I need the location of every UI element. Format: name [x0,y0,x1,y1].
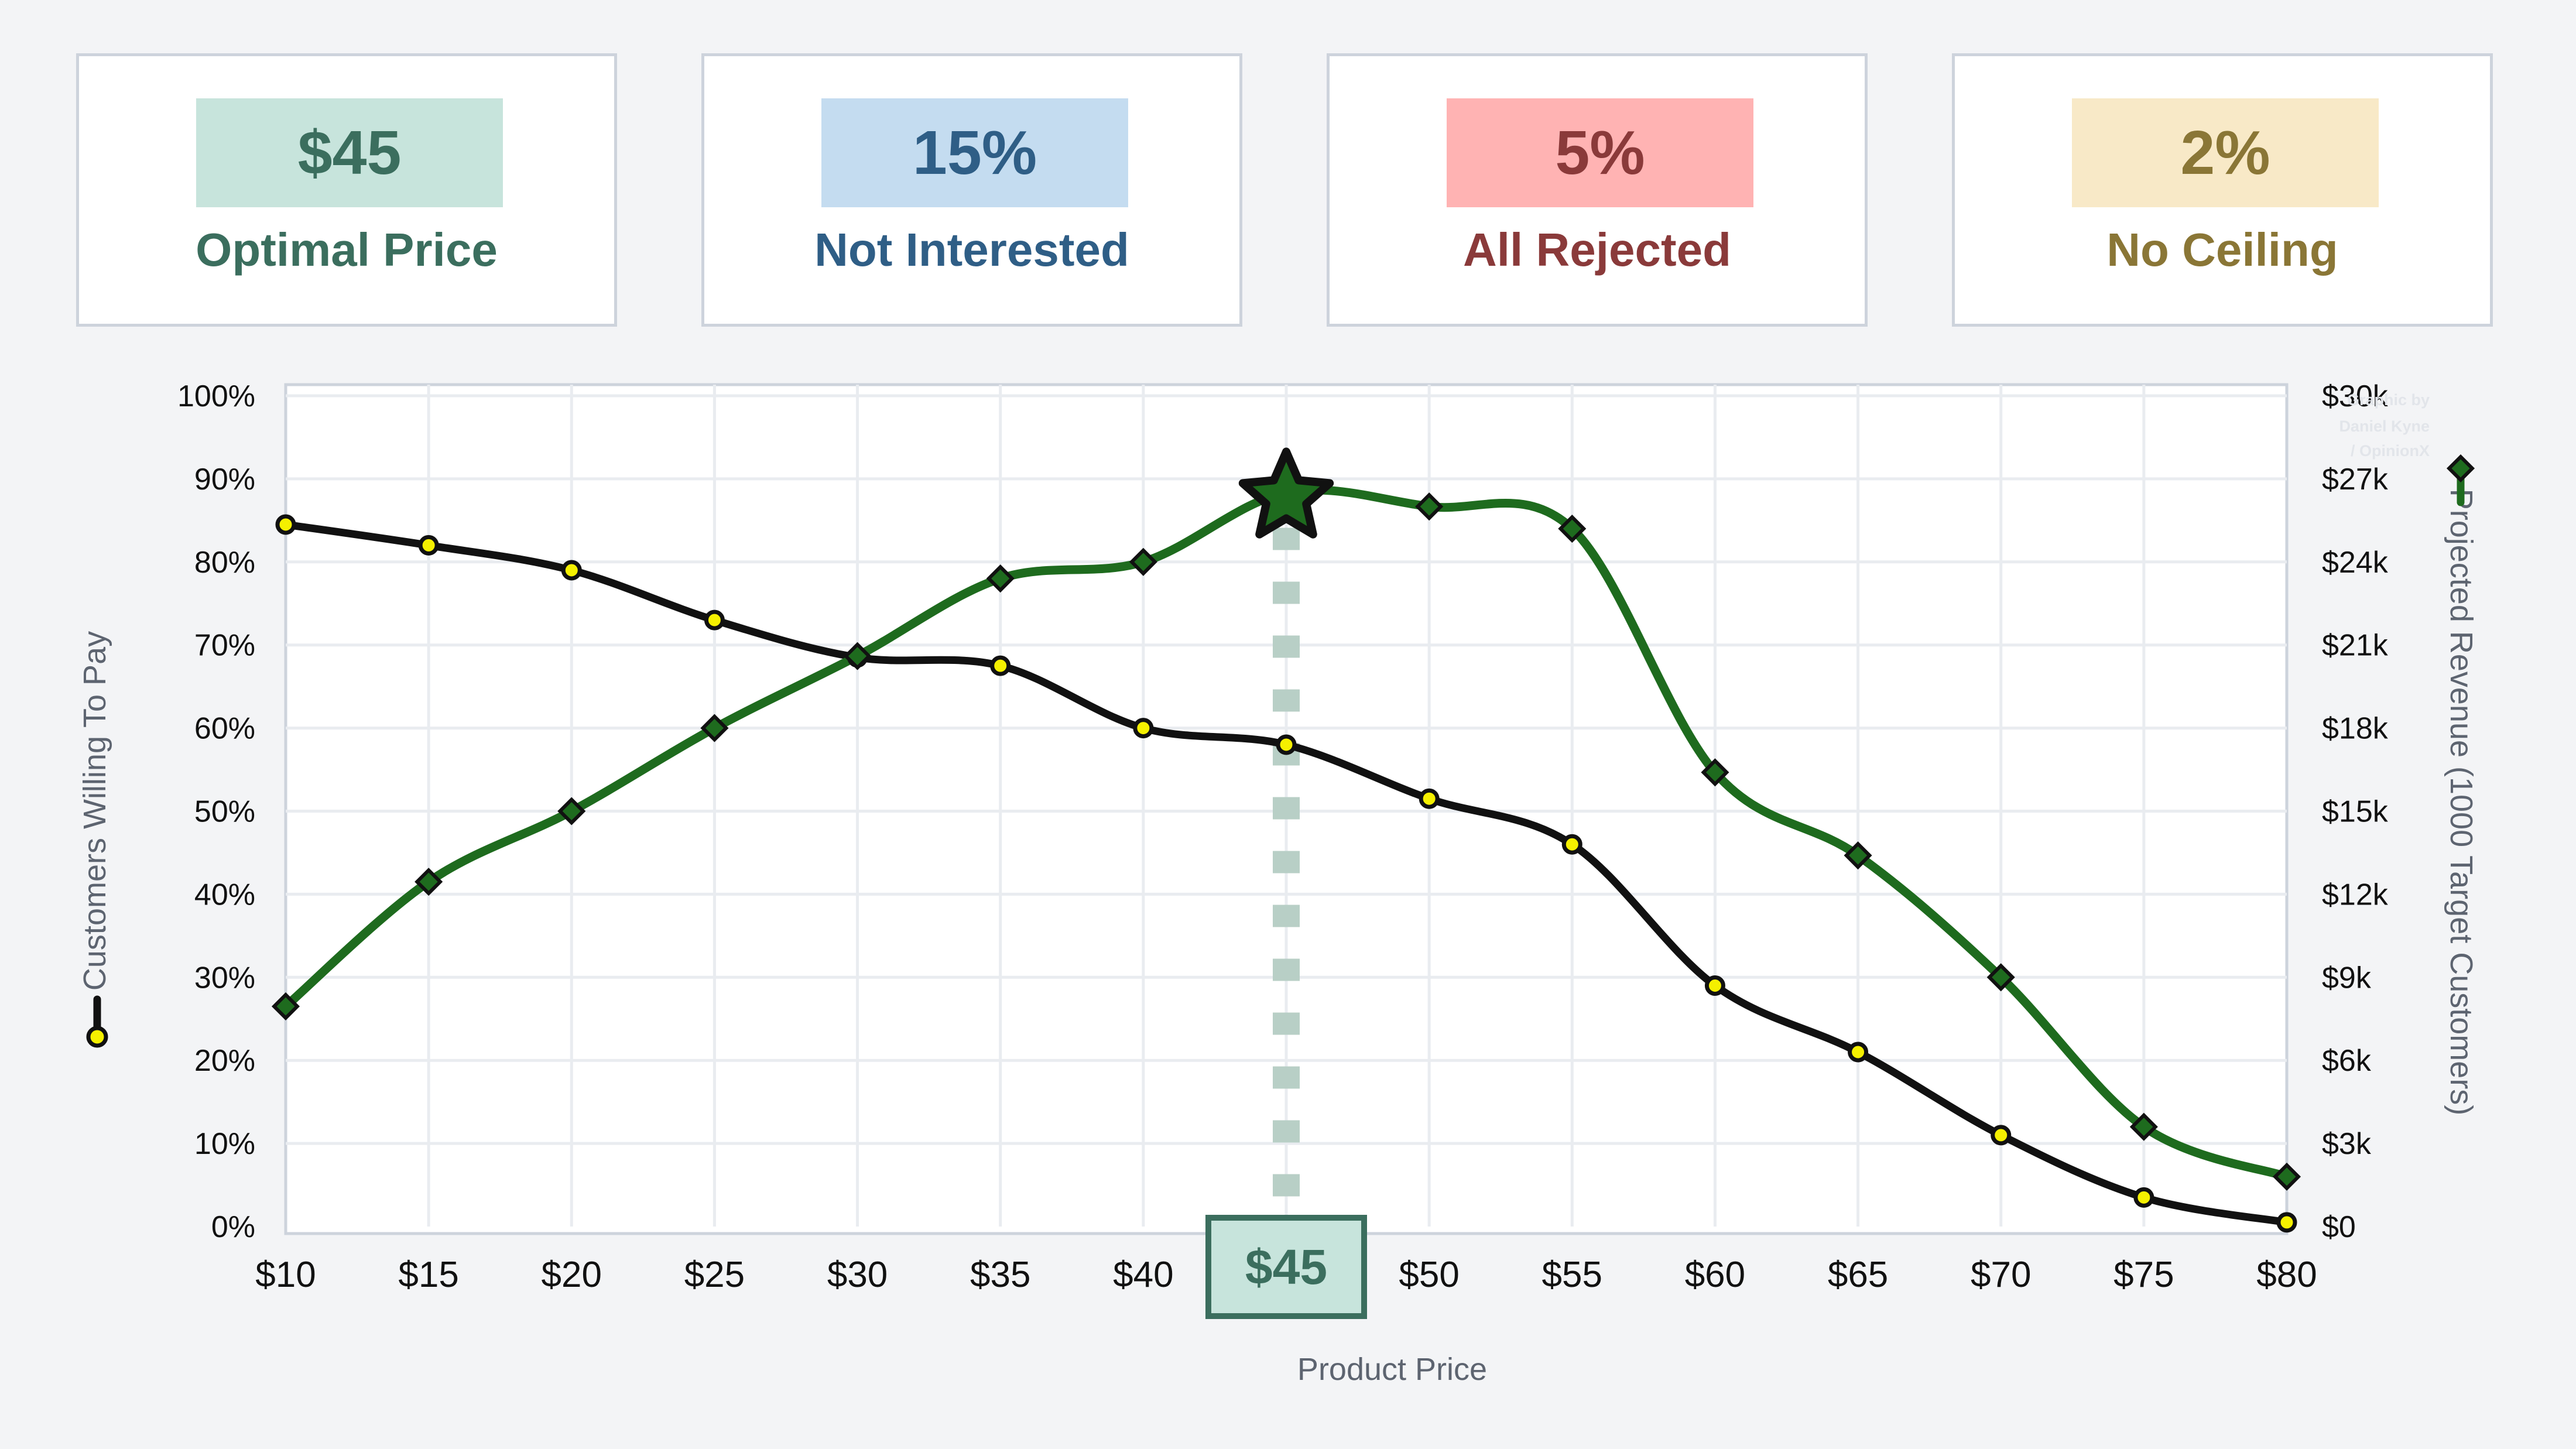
series-layer [271,447,2301,1233]
kpi-label: Optimal Price [196,224,498,276]
revenue-point [843,642,872,670]
optimal-price-marker: $45 [1205,527,1367,1319]
left-tick-label: 100% [177,379,255,413]
left-tick-label: 0% [211,1210,255,1244]
kpi-card-optimal-price: $45 Optimal Price [76,53,617,327]
right-tick-label: $9k [2322,961,2372,995]
kpi-value-box: 15% [821,98,1128,207]
kpi-label: All Rejected [1463,224,1731,276]
revenue-point [1415,492,1444,521]
revenue-point [1986,963,2015,992]
customers-point [704,609,725,631]
x-tick-label: $40 [1113,1255,1173,1295]
customers-point [2276,1212,2297,1233]
left-tick-label: 30% [194,961,255,995]
x-tick-label: $70 [1971,1255,2031,1295]
kpi-value-box: 5% [1447,98,1753,207]
left-tick-label: 80% [194,546,255,580]
revenue-point [1558,514,1587,543]
customers-point [1419,788,1440,809]
right-tick-label: $0 [2322,1210,2356,1244]
x-axis: $10 $15 $20 $25 $30 $35 $40 $50 $55 $60 $65 $70 $75 $… [255,1255,2317,1295]
revenue-point [1129,547,1157,576]
right-tick-label: $21k [2322,629,2389,663]
kpi-value: 2% [2180,118,2270,187]
right-tick-label: $6k [2322,1044,2372,1078]
customers-point [275,514,296,535]
kpi-value-box: $45 [196,98,503,207]
right-tick-label: $3k [2322,1127,2372,1161]
revenue-point [986,564,1015,593]
right-tick-label: $12k [2322,878,2389,912]
revenue-point [415,868,443,896]
x-tick-label: $65 [1828,1255,1888,1295]
left-tick-label: 90% [194,463,255,496]
customers-point [561,560,582,581]
kpi-card-no-ceiling: 2% No Ceiling [1952,53,2493,327]
right-axis-title: Projected Revenue (1000 Target Customers… [2444,489,2479,1116]
series-line-customers [285,520,2288,1227]
optimal-price-label: $45 [1245,1239,1327,1294]
kpi-value: 5% [1555,118,1645,187]
x-tick-label: $60 [1685,1255,1745,1295]
right-tick-label: $18k [2322,712,2389,746]
optimal-price-box [1205,1215,1367,1319]
x-tick-label: $80 [2256,1255,2317,1295]
kpi-label: Not Interested [814,224,1129,276]
revenue-point [1844,841,1872,870]
customers-point [418,535,439,556]
right-axis: $0 $3k $6k $9k $12k $15k $18k $21k $24k $27k $30k [2322,379,2389,1244]
kpi-card-all-rejected: 5% All Rejected [1327,53,1868,327]
x-tick-label: $10 [255,1255,316,1295]
left-tick-label: 40% [194,878,255,912]
customers-point [1133,718,1154,739]
left-tick-label: 10% [194,1127,255,1161]
revenue-point [1701,758,1729,787]
x-axis-title: Product Price [1297,1352,1487,1387]
right-tick-label: $24k [2322,546,2389,580]
left-tick-label: 60% [194,712,255,746]
kpi-value: 15% [912,118,1037,187]
kpi-value: $45 [297,118,402,187]
customers-point [2133,1187,2154,1208]
revenue-point [2272,1162,2301,1191]
x-tick-label: $50 [1399,1255,1459,1295]
right-tick-label: $15k [2322,795,2389,829]
left-axis: 0% 10% 20% 30% 40% 50% 60% 70% 80% 90% 100% [177,379,255,1244]
revenue-point [2129,1112,2158,1141]
right-legend-key [2446,454,2475,506]
kpi-card-not-interested: 15% Not Interested [701,53,1242,327]
left-tick-label: 20% [194,1044,255,1078]
x-tick-label: $15 [398,1255,458,1295]
customers-point [1561,834,1582,855]
x-tick-label: $55 [1542,1255,1602,1295]
annotation-line: Graphic by [2347,391,2430,409]
left-axis-title: Customers Willing To Pay [77,631,112,991]
customers-point [990,655,1011,676]
revenue-point [557,797,586,825]
x-tick-label: $25 [684,1255,745,1295]
customers-point [1848,1042,1869,1063]
right-tick-label: $30k [2322,379,2389,413]
customers-point [1276,734,1297,755]
annotation-line: Daniel Kyne [2339,417,2430,435]
annotation-line: / OpinionX [2351,442,2430,460]
x-tick-label: $35 [970,1255,1030,1295]
left-legend-key [86,995,108,1048]
customers-point [1991,1125,2012,1146]
customers-point [1704,975,1725,996]
right-tick-label: $27k [2322,463,2389,496]
revenue-point [700,714,729,742]
kpi-value-box: 2% [2072,98,2379,207]
x-tick-label: $30 [827,1255,888,1295]
kpi-label: No Ceiling [2106,224,2338,276]
left-tick-label: 70% [194,629,255,663]
revenue-point [271,992,300,1021]
left-tick-label: 50% [194,795,255,829]
x-tick-label: $20 [542,1255,602,1295]
optimal-revenue-star [1238,447,1334,539]
x-tick-label: $75 [2113,1255,2174,1295]
